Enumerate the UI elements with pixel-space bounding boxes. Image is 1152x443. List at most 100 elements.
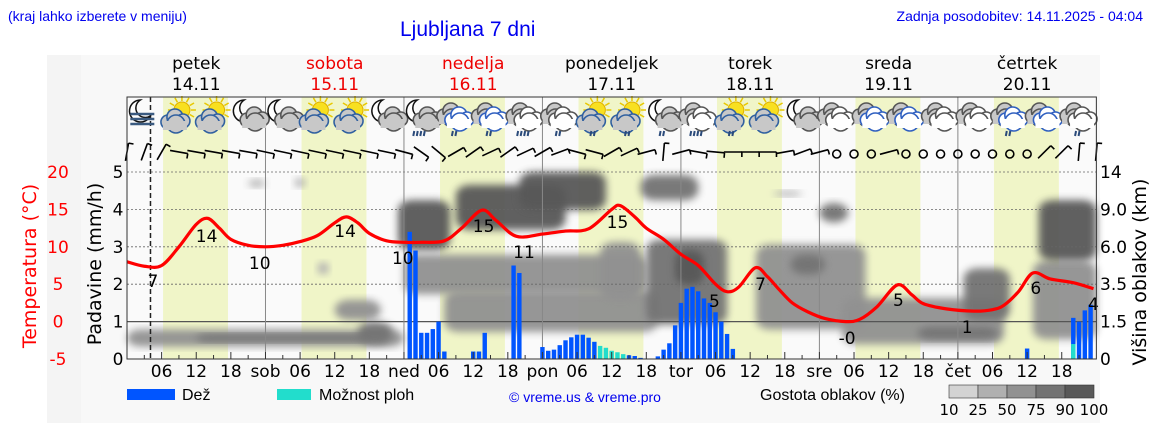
wind-shaft [187, 149, 206, 155]
legend: Dež Možnost ploh © vreme.us & vreme.pro … [127, 384, 1108, 419]
sun-ray [635, 97, 640, 103]
legend-showers-swatch [277, 389, 311, 400]
cloud-height-axis-title: Višina oblakov (km) [1129, 179, 1151, 366]
wind-barb [636, 147, 640, 154]
rain-bar [1076, 321, 1082, 359]
cloud-icon [412, 106, 444, 132]
sun-ray [589, 97, 594, 103]
cloud-base [336, 121, 361, 130]
cloud-base [242, 119, 267, 128]
night-cloudy-icon [371, 99, 409, 132]
temperature-label: 14 [334, 222, 356, 242]
partly-sunny-light-rain-icon [714, 96, 750, 137]
wind-barb-icon [308, 149, 327, 159]
sun-ray [777, 102, 783, 107]
precipitation-tick: 3 [113, 238, 124, 258]
cloud-scale-label: 75 [1026, 401, 1045, 419]
cloud-base [657, 119, 682, 128]
wind-shaft [516, 147, 534, 157]
night-cloudy-icon [786, 99, 824, 132]
cloud-blob [317, 262, 329, 275]
wind-barb-icon [447, 146, 467, 158]
overcast-heavy-rain-icon [505, 102, 544, 137]
x-tick-label: 06 [843, 362, 865, 382]
sun-ray [774, 97, 779, 103]
rain-bar [546, 350, 551, 359]
day-name: ponedeljek [565, 54, 659, 74]
wind-barb [324, 153, 327, 159]
rain-bar [724, 333, 730, 359]
sun-ray [584, 102, 590, 107]
showers-bar [597, 345, 603, 359]
temperature-tick: 10 [47, 238, 69, 258]
wind-barb [441, 157, 447, 163]
wind-shaft [169, 149, 188, 155]
wind-barb-icon [291, 149, 310, 159]
last-updated: Zadnja posodobitev: 14.11.2025 - 04:04 [897, 8, 1144, 24]
raindrop [662, 130, 666, 137]
rain-bar [430, 329, 436, 359]
wind-barb [654, 149, 658, 155]
rain-bar [482, 332, 487, 359]
x-tick-label: 06 [566, 362, 588, 382]
copyright-link[interactable]: © vreme.us & vreme.pro [509, 389, 661, 405]
wind-barb-icon [395, 148, 414, 160]
sun-ray [174, 97, 179, 103]
cloud-blob [819, 203, 849, 223]
wind-shaft [706, 150, 725, 154]
rain-bar [672, 325, 678, 359]
overcast-light-rain-icon [1059, 102, 1098, 137]
raindrop [592, 130, 596, 137]
sun-ray [762, 97, 767, 103]
wind-barb-icon [413, 146, 430, 162]
calm-wind-icon [1022, 149, 1032, 159]
cloud-blob [294, 178, 306, 188]
cloud-base [966, 119, 991, 128]
cloud-icon [714, 108, 745, 134]
cloud-base [1070, 119, 1095, 128]
wind-barb-icon [516, 147, 537, 157]
wind-shaft [377, 149, 396, 155]
cloud-base [689, 119, 714, 128]
rain-bar [661, 349, 666, 359]
cloud-base [862, 119, 887, 128]
cloud-icon [824, 106, 856, 132]
temperature-tick: 5 [53, 275, 64, 295]
sun-ray [604, 113, 610, 118]
wind-barb [289, 153, 293, 159]
temperature-series: 7 14 10 14 10 15 11 15 5 7 -0 5 1 6 4 [126, 203, 1099, 349]
cloud-blob [334, 299, 381, 321]
wind-barb-icon [810, 148, 831, 156]
wind-barb [128, 142, 134, 145]
x-tick-label: 12 [601, 362, 623, 382]
cloud-base [276, 119, 301, 128]
cloud-icon [963, 106, 994, 132]
x-tick-label: 06 [705, 362, 727, 382]
cloud-icon [444, 106, 475, 132]
cloud-icon [298, 108, 330, 134]
wind-barb [479, 146, 485, 152]
sun-ray [307, 102, 313, 107]
wind-barb [827, 149, 831, 155]
sun-ray [220, 97, 225, 103]
raindrop [523, 130, 527, 137]
precipitation-axis-title: Padavine (mm/h) [84, 183, 106, 346]
wind-barb-icon [187, 149, 206, 159]
cloud-icon [610, 108, 641, 134]
grid [127, 97, 1097, 359]
precipitation-tick: 4 [113, 200, 124, 220]
partly-sunny-light-rain-icon [610, 96, 646, 137]
wind-barb-icon [741, 151, 760, 157]
cloud-icon [194, 108, 226, 134]
raindrop [519, 130, 523, 137]
cloud-base [612, 121, 637, 130]
sun-ray [312, 97, 317, 103]
overcast-icon [920, 102, 960, 132]
wind-barb [393, 153, 397, 159]
wind-barb-icon [273, 149, 293, 159]
sun-ray [327, 102, 333, 107]
sun-ray [185, 97, 190, 103]
legend-rain-swatch [127, 389, 175, 400]
calm-wind-icon [953, 149, 963, 159]
cloud-base [197, 121, 222, 130]
